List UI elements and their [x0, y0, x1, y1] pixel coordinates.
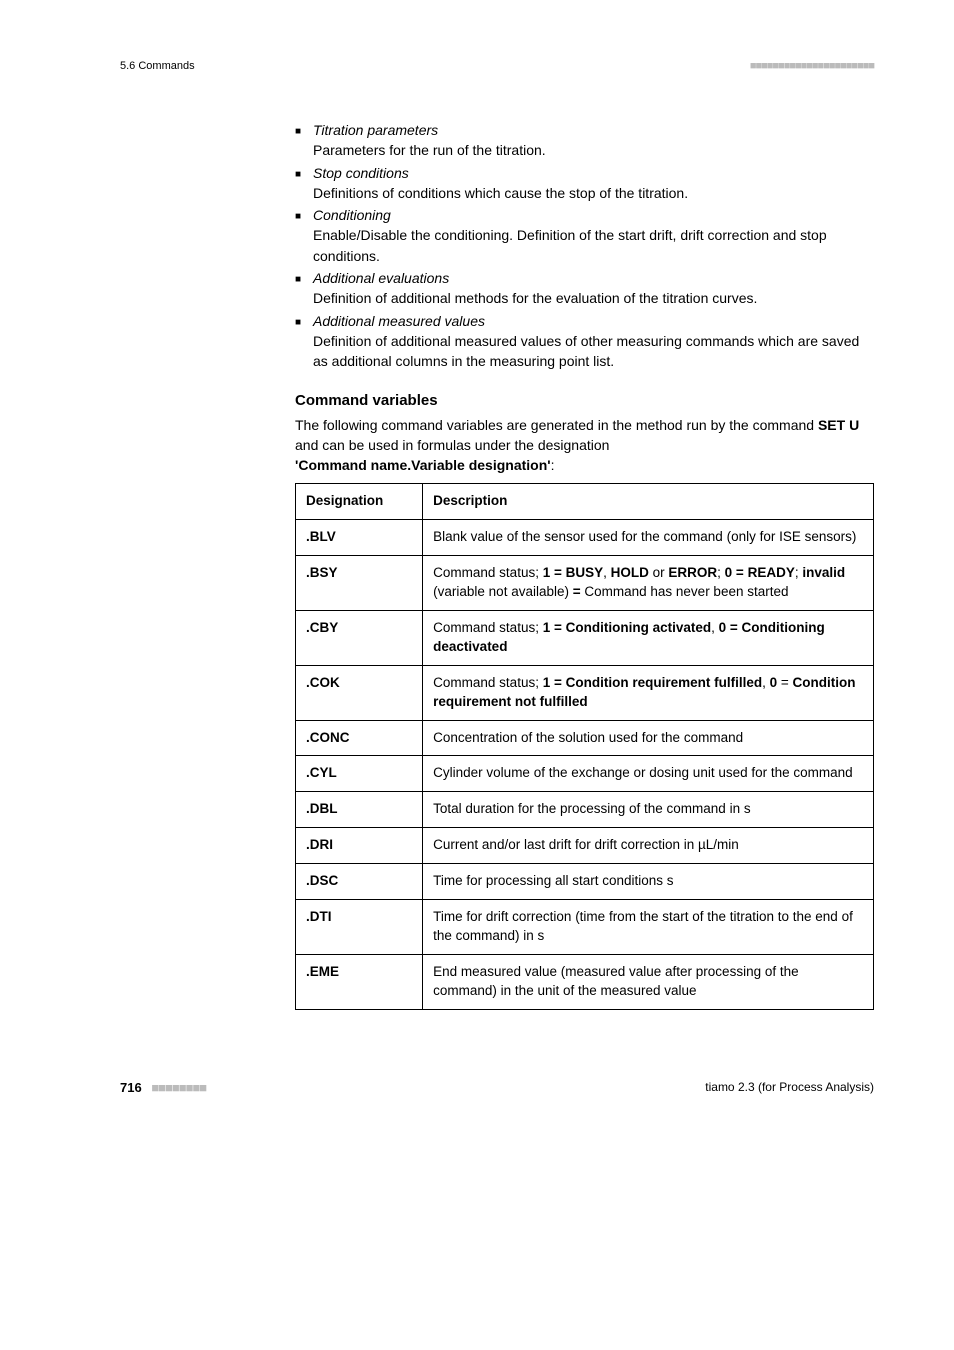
bullet-title: Additional evaluations — [313, 270, 449, 286]
bullet-title: Titration parameters — [313, 122, 438, 138]
section-intro: The following command variables are gene… — [295, 415, 874, 476]
cell-designation: .COK — [296, 665, 423, 720]
bullet-description: Enable/Disable the conditioning. Definit… — [313, 227, 827, 263]
table-row: .EMEEnd measured value (measured value a… — [296, 954, 874, 1009]
table-row: .CONCConcentration of the solution used … — [296, 720, 874, 756]
table-row: .DBLTotal duration for the processing of… — [296, 792, 874, 828]
bullet-marker-icon: ■ — [295, 163, 313, 204]
list-item: ■Additional measured values Definition of… — [295, 311, 874, 372]
intro-text-post: : — [551, 457, 555, 473]
table-row: .COKCommand status; 1 = Condition requir… — [296, 665, 874, 720]
bullet-title: Stop conditions — [313, 165, 409, 181]
bullet-description: Definition of additional measured values… — [313, 333, 859, 369]
intro-text-mid: and can be used in formulas under the de… — [295, 437, 609, 453]
cell-description: Current and/or last drift for drift corr… — [423, 828, 874, 864]
cell-description: Command status; 1 = Condition requiremen… — [423, 665, 874, 720]
intro-text-pre: The following command variables are gene… — [295, 417, 818, 433]
bullet-marker-icon: ■ — [295, 120, 313, 161]
cell-designation: .CBY — [296, 611, 423, 666]
cell-description: Concentration of the solution used for t… — [423, 720, 874, 756]
command-variables-table: Designation Description .BLVBlank value … — [295, 483, 874, 1009]
cell-description: Time for drift correction (time from the… — [423, 900, 874, 955]
table-row: .DSCTime for processing all start condit… — [296, 864, 874, 900]
cell-designation: .CONC — [296, 720, 423, 756]
bullet-title: Conditioning — [313, 207, 391, 223]
bullet-description: Parameters for the run of the titration. — [313, 142, 546, 158]
footer-decor-bar: ■■■■■■■■ — [151, 1080, 206, 1095]
bullet-body: Stop conditions Definitions of conditions… — [313, 163, 874, 204]
bullet-marker-icon: ■ — [295, 205, 313, 266]
cell-designation: .BLV — [296, 520, 423, 556]
bullet-body: Conditioning Enable/Disable the condition… — [313, 205, 874, 266]
bullet-description: Definitions of conditions which cause th… — [313, 185, 688, 201]
bullet-list: ■Titration parametersParameters for the … — [295, 120, 874, 372]
cell-designation: .DTI — [296, 900, 423, 955]
header-section-label: 5.6 Commands — [120, 60, 195, 72]
bullet-description: Definition of additional methods for the… — [313, 290, 757, 306]
table-row: .BSYCommand status; 1 = BUSY, HOLD or ER… — [296, 556, 874, 611]
list-item: ■Conditioning Enable/Disable the conditio… — [295, 205, 874, 266]
header-decor-bar: ■■■■■■■■■■■■■■■■■■■■■■ — [750, 60, 874, 72]
bullet-marker-icon: ■ — [295, 311, 313, 372]
table-header-description: Description — [423, 484, 874, 520]
bullet-body: Additional measured values Definition of … — [313, 311, 874, 372]
table-row: .DRICurrent and/or last drift for drift … — [296, 828, 874, 864]
cell-designation: .DSC — [296, 864, 423, 900]
intro-bold-designation: 'Command name.Variable designation' — [295, 457, 551, 473]
page-header: 5.6 Commands ■■■■■■■■■■■■■■■■■■■■■■ — [120, 60, 874, 72]
table-row: .CBYCommand status; 1 = Conditioning act… — [296, 611, 874, 666]
bullet-marker-icon: ■ — [295, 268, 313, 309]
main-content: ■Titration parametersParameters for the … — [295, 120, 874, 1010]
bullet-body: Additional evaluations Definition of addi… — [313, 268, 874, 309]
bullet-body: Titration parameters Parameters for the r… — [313, 120, 874, 161]
footer-left: 716 ■■■■■■■■ — [120, 1080, 206, 1095]
list-item: ■Additional evaluations Definition of add… — [295, 268, 874, 309]
cell-description: Blank value of the sensor used for the c… — [423, 520, 874, 556]
cell-description: Command status; 1 = BUSY, HOLD or ERROR;… — [423, 556, 874, 611]
cell-description: Command status; 1 = Conditioning activat… — [423, 611, 874, 666]
cell-description: Cylinder volume of the exchange or dosin… — [423, 756, 874, 792]
intro-bold-command: SET U — [818, 417, 859, 433]
table-header-row: Designation Description — [296, 484, 874, 520]
cell-description: Time for processing all start conditions… — [423, 864, 874, 900]
cell-designation: .CYL — [296, 756, 423, 792]
table-header-designation: Designation — [296, 484, 423, 520]
cell-description: End measured value (measured value after… — [423, 954, 874, 1009]
section-heading: Command variables — [295, 392, 874, 409]
cell-description: Total duration for the processing of the… — [423, 792, 874, 828]
bullet-title: Additional measured values — [313, 313, 485, 329]
cell-designation: .DRI — [296, 828, 423, 864]
cell-designation: .DBL — [296, 792, 423, 828]
table-row: .DTITime for drift correction (time from… — [296, 900, 874, 955]
table-row: .BLVBlank value of the sensor used for t… — [296, 520, 874, 556]
footer-page-number: 716 — [120, 1080, 142, 1095]
cell-designation: .BSY — [296, 556, 423, 611]
page-footer: 716 ■■■■■■■■ tiamo 2.3 (for Process Anal… — [120, 1080, 874, 1095]
cell-designation: .EME — [296, 954, 423, 1009]
list-item: ■Titration parameters Parameters for the … — [295, 120, 874, 161]
table-row: .CYLCylinder volume of the exchange or d… — [296, 756, 874, 792]
list-item: ■Stop conditions Definitions of condition… — [295, 163, 874, 204]
footer-product-label: tiamo 2.3 (for Process Analysis) — [705, 1080, 874, 1094]
